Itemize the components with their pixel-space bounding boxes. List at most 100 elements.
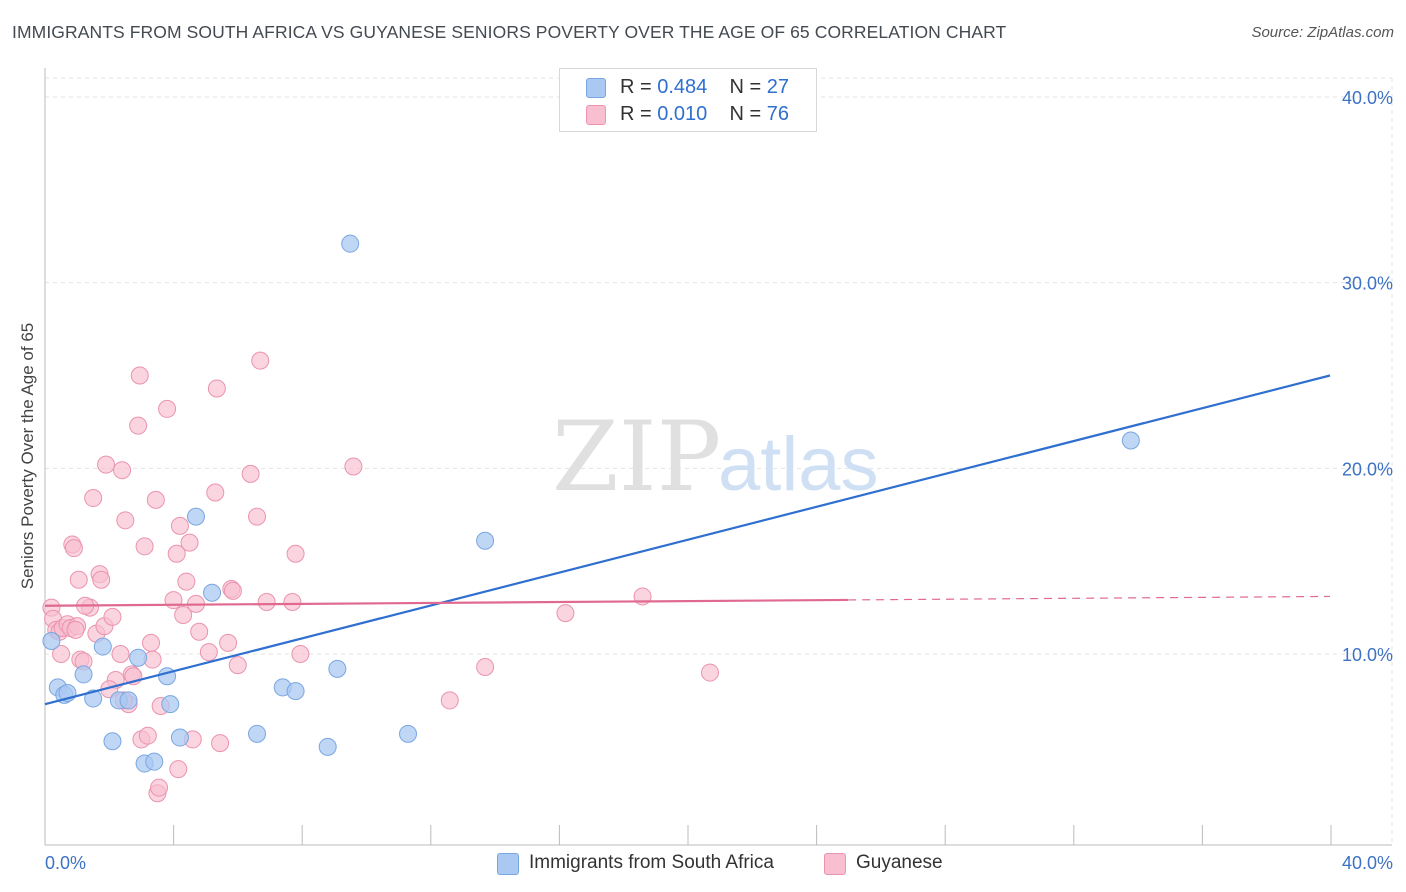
y-tick-label: 40.0%	[1342, 88, 1393, 108]
legend-n-value-guyanese: 76	[766, 103, 790, 125]
south-africa-point	[161, 695, 180, 714]
guyanese-trend-extension	[848, 595, 1331, 601]
south-africa-point	[93, 637, 112, 656]
y-tick-label: 30.0%	[1342, 274, 1393, 294]
south-africa-point	[103, 732, 122, 751]
guyanese-point	[219, 633, 238, 652]
chart-title: IMMIGRANTS FROM SOUTH AFRICA VS GUYANESE…	[12, 22, 1007, 42]
guyanese-point	[146, 490, 165, 509]
guyanese-point	[69, 570, 88, 589]
south-africa-point	[286, 682, 305, 701]
guyanese-point	[241, 464, 260, 483]
legend-label-south-africa: Immigrants from South Africa	[529, 852, 774, 873]
guyanese-point	[64, 539, 83, 558]
guyanese-point	[111, 645, 130, 663]
x-tick-label: 40.0%	[1342, 853, 1393, 873]
guyanese-point	[167, 544, 186, 563]
guyanese-point	[158, 399, 177, 418]
guyanese-point	[170, 516, 189, 535]
guyanese-point	[116, 511, 135, 530]
guyanese-point	[207, 379, 226, 398]
guyanese-point	[150, 778, 169, 797]
guyanese-point	[199, 643, 218, 662]
legend-r-label: R =	[620, 76, 652, 98]
south-africa-point	[399, 724, 418, 743]
guyanese-point	[476, 657, 495, 676]
guyanese-point	[291, 645, 310, 663]
legend-swatch-guyanese	[824, 853, 846, 875]
guyanese-point	[440, 691, 459, 710]
south-africa-trend-line	[44, 374, 1331, 706]
south-africa-point	[328, 659, 347, 678]
south-africa-points	[42, 234, 1140, 773]
legend-r-value-south-africa: 0.484	[657, 76, 708, 98]
legend-swatch-guyanese	[586, 105, 606, 125]
y-tick-label: 10.0%	[1342, 645, 1393, 665]
axes	[44, 68, 1392, 846]
guyanese-point	[223, 581, 242, 600]
legend-swatch-south-africa	[497, 853, 519, 875]
source-note: Source: ZipAtlas.com	[1251, 24, 1394, 41]
guyanese-point	[135, 537, 154, 556]
guyanese-point	[129, 416, 148, 435]
guyanese-point	[700, 663, 719, 682]
guyanese-point	[138, 726, 157, 745]
legend-n-label: N =	[729, 103, 762, 125]
guyanese-point	[142, 633, 161, 652]
legend-r-label: R =	[620, 103, 652, 125]
south-africa-point	[170, 728, 189, 747]
guyanese-trend-line	[44, 598, 849, 607]
south-africa-point	[42, 632, 61, 651]
watermark-zip: ZIP	[552, 401, 721, 513]
guyanese-point	[248, 507, 267, 526]
guyanese-point	[228, 656, 247, 675]
guyanese-point	[211, 734, 230, 753]
guyanese-point	[113, 461, 132, 480]
guyanese-point	[286, 544, 305, 563]
south-africa-point	[74, 665, 93, 684]
legend-label-guyanese: Guyanese	[856, 852, 943, 873]
series-legend: Immigrants from South Africa Guyanese	[0, 852, 1406, 878]
guyanese-point	[206, 483, 225, 502]
guyanese-point	[180, 533, 199, 552]
correlation-legend: R = 0.484 N = 27 R = 0.010 N = 76	[559, 68, 817, 132]
guyanese-point	[52, 645, 71, 663]
guyanese-point	[103, 607, 122, 626]
x-tick-label: 0.0%	[45, 853, 86, 873]
guyanese-point	[169, 760, 188, 779]
legend-n-value-south-africa: 27	[766, 76, 790, 98]
legend-r-value-guyanese: 0.010	[657, 103, 708, 125]
south-africa-point	[129, 648, 148, 667]
guyanese-point	[130, 366, 149, 385]
y-tick-label: 20.0%	[1342, 459, 1393, 479]
guyanese-point	[251, 351, 270, 370]
guyanese-point	[92, 570, 111, 589]
watermark-atlas: atlas	[718, 422, 879, 507]
trend-lines	[44, 374, 1331, 706]
south-africa-point	[203, 583, 222, 602]
guyanese-point	[84, 489, 103, 508]
guyanese-point	[190, 622, 209, 641]
south-africa-point	[318, 737, 337, 756]
legend-swatch-south-africa	[586, 78, 606, 98]
south-africa-point	[1121, 431, 1140, 450]
tick-labels: 10.0% 20.0% 30.0% 40.0% 0.0% 40.0%	[45, 88, 1393, 873]
guyanese-point	[556, 604, 575, 623]
guyanese-point	[177, 572, 196, 591]
legend-n-label: N =	[729, 76, 762, 98]
guyanese-point	[97, 455, 116, 474]
south-africa-point	[186, 507, 205, 526]
guyanese-point	[164, 591, 183, 610]
south-africa-point	[341, 234, 360, 253]
south-africa-point	[84, 689, 103, 708]
guyanese-point	[344, 457, 363, 476]
guyanese-point	[283, 593, 302, 612]
south-africa-point	[476, 531, 495, 550]
guyanese-point	[66, 620, 85, 639]
y-axis-label: Seniors Poverty Over the Age of 65	[18, 323, 37, 589]
south-africa-point	[248, 724, 267, 743]
south-africa-point	[145, 752, 164, 771]
south-africa-point	[119, 691, 138, 710]
guyanese-point	[174, 606, 193, 625]
